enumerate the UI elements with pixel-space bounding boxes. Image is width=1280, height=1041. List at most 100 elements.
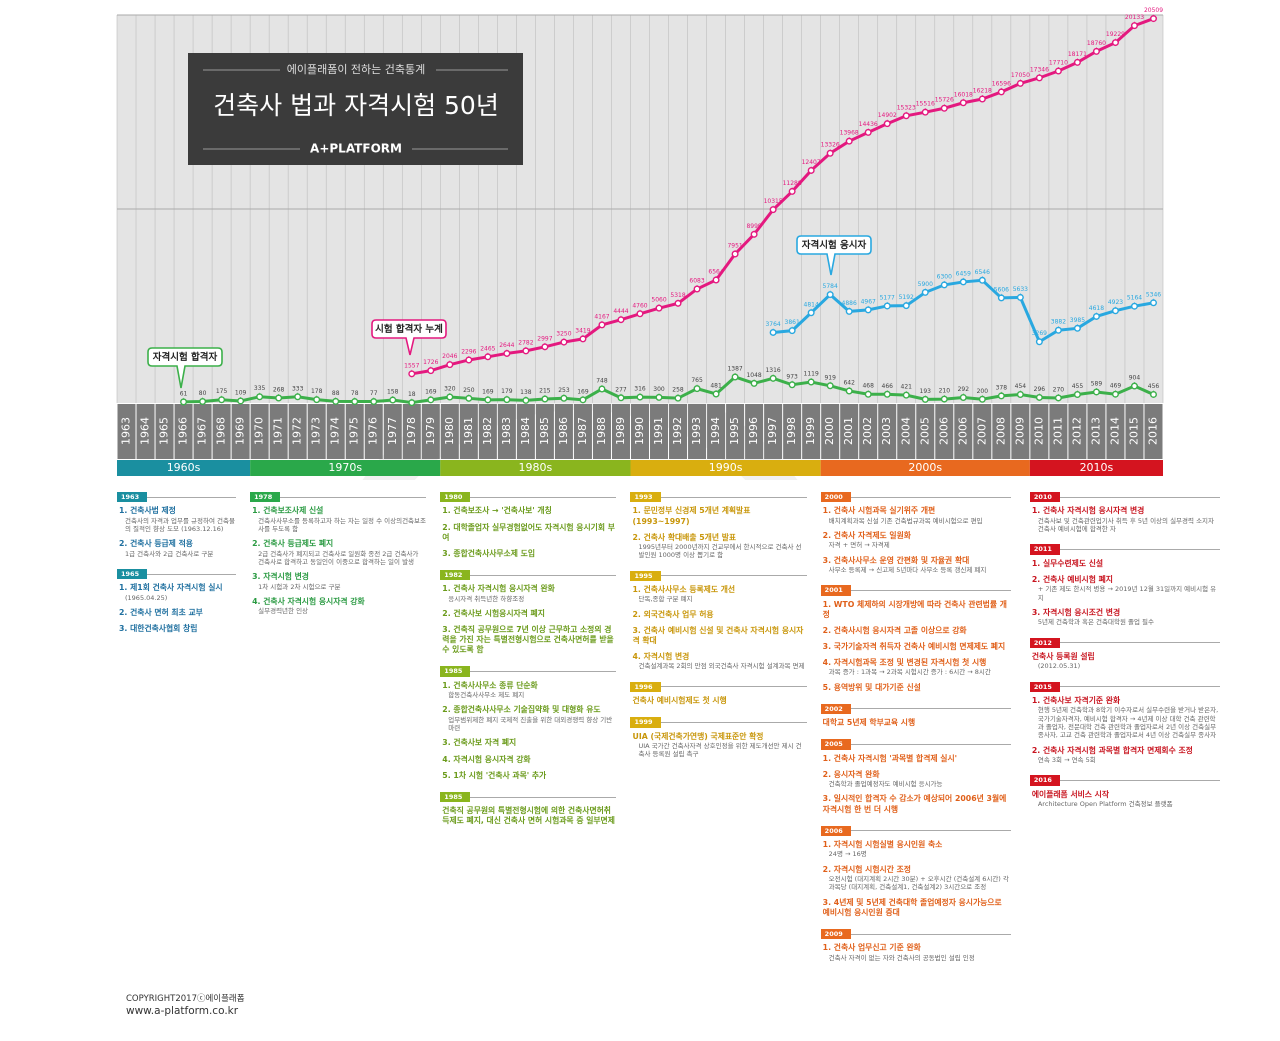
- rule: [850, 830, 1011, 832]
- value-label: 215: [539, 387, 551, 394]
- point: [598, 321, 606, 329]
- year: 1985: [440, 791, 471, 803]
- year-tag: 1978: [250, 492, 427, 503]
- year-box: [136, 404, 155, 459]
- rule: [470, 796, 617, 798]
- decade-label: 1990s: [709, 461, 743, 474]
- point: [807, 166, 815, 174]
- rule: [1059, 780, 1220, 782]
- year-tag: 2010: [1029, 492, 1220, 503]
- timeline-item: 2. 외국건축사 업무 허용: [632, 610, 806, 620]
- item-title: 1. 건축보조사제 신설: [252, 506, 324, 516]
- point: [1073, 390, 1081, 398]
- value-label: 466: [882, 383, 894, 390]
- timeline-item: 2. 건축사 면허 최초 교부: [119, 608, 236, 618]
- value-label: 109: [235, 389, 247, 396]
- year-box: [440, 404, 459, 459]
- timeline-entry: 1980 1. 건축보조사 → '건축사보' 개칭 2. 대학졸업자 실무경험없어도…: [440, 492, 617, 559]
- value-label: 333: [292, 385, 304, 392]
- value-label: 2296: [461, 348, 476, 355]
- year: 2001: [820, 585, 851, 596]
- item-note: 5년제 건축학과 혹은 건축대학원 졸업 필수: [1037, 618, 1154, 627]
- point: [655, 393, 663, 401]
- timeline-item: 1. 건축보조사제 신설 건축사사무소를 등록하고자 하는 자는 일정 수 이상의…: [252, 506, 426, 533]
- point: [731, 250, 739, 258]
- timeline-entry: 1993 1. 문민정부 신경제 5개년 계획발표 (1993~1997) 2. 건…: [630, 492, 807, 560]
- point: [864, 390, 872, 398]
- value-label: 5784: [823, 283, 838, 290]
- legend-label: 시험 합격자 누계: [375, 323, 443, 335]
- brand: A+PLATFORM: [310, 142, 402, 156]
- timeline-item: 1. 건축사보 자격기준 완화 현행 5년제 건축학과 8학기 이수자로서 실무수…: [1032, 696, 1220, 740]
- x-tick-label: 1965: [158, 417, 171, 445]
- item-note: 과목 증가 : 1과목 → 2과목 시험시간 증가 : 6시간 → 8시간: [828, 668, 991, 677]
- item-title: 2. 건축사 등급제도 폐지: [252, 539, 334, 549]
- rule: [660, 496, 807, 498]
- x-tick-label: 2012: [1070, 417, 1083, 445]
- value-label: 3861: [785, 319, 800, 326]
- callout-box: [147, 347, 223, 389]
- decade-label: 1970s: [328, 461, 362, 474]
- value-label: 378: [996, 384, 1008, 391]
- year-box: [1144, 404, 1163, 459]
- value-label: 17346: [1030, 66, 1049, 73]
- timeline-entry: 1965 1. 제1회 건축사 자격시험 실시 (1965.04.25) 2. 건축사…: [117, 569, 237, 634]
- value-label: 4167: [594, 313, 609, 320]
- point: [655, 304, 663, 312]
- item-note: 응시자격 취득년한 하향조정: [448, 594, 525, 603]
- point: [674, 394, 682, 402]
- year-tag: 1995: [630, 570, 807, 582]
- point: [465, 394, 473, 402]
- value-label: 5177: [880, 294, 895, 301]
- point: [1035, 393, 1043, 401]
- timeline-item: 건축사 등록원 설립 (2012.05.31): [1032, 652, 1220, 671]
- item-title: 3. 4년제 및 5년제 건축대학 졸업예정자 응시가능으로 예비시험 응시인원…: [822, 897, 1002, 917]
- item-title: 3. 일시적인 합격자 수 감소가 예상되어 2006년 3월에 자격시험 한 …: [822, 794, 1007, 814]
- timeline-item: 1. 자격시험 시험실별 응시인원 축소 24명 → 16명: [823, 840, 1011, 859]
- timeline-item: 4. 자격시험 변경 건축설계과목 2회의 만점 외국건축사 자격시험 설계과목 …: [632, 652, 806, 671]
- year-tag: 1980: [440, 492, 617, 503]
- kicker: 에이플래폼이 전하는 건축통계: [287, 62, 426, 76]
- timeline-item: 2. 건축사 확대배출 5개년 발표 1995년부터 2000년까지 건교부에서 …: [632, 533, 806, 560]
- point: [503, 396, 511, 404]
- timeline-item: 3. 국가기술자격 취득자 건축사 예비시험 면제제도 폐지: [823, 642, 1011, 652]
- x-tick-label: 2004: [899, 417, 912, 445]
- x-tick-label: 1993: [690, 417, 703, 445]
- timeline-item: 5. 1차 시험 '건축사 과목' 추가: [442, 771, 616, 781]
- value-label: 2465: [480, 345, 495, 352]
- value-label: 7951: [727, 242, 742, 249]
- item-note: Architecture Open Platform 건축정보 플랫폼: [1037, 800, 1173, 808]
- item-title: 2. 자격시험 시험시간 조정: [822, 864, 911, 874]
- value-label: 3269: [1032, 330, 1047, 337]
- year-tag: 1999: [630, 717, 807, 728]
- item-title: 1. WTO 체제하의 시장개방에 따라 건축사 관련법률 개정: [822, 599, 1007, 619]
- callout-box: [371, 319, 447, 356]
- timeline-column: 2010 1. 건축사 자격시험 응시자격 변경 건축사보 및 건축관련업기사 취득…: [1029, 492, 1220, 819]
- timeline-item: 1. 건축사 자격시험 '과목별 합격제 실시': [823, 754, 1011, 764]
- point: [712, 390, 720, 398]
- timeline-entry: 2001 1. WTO 체제하의 시장개방에 따라 건축사 관련법률 개정 2. 건…: [820, 585, 1011, 693]
- url: www.a-platform.co.kr: [126, 1005, 239, 1017]
- year-box: [250, 404, 269, 459]
- value-label: 13968: [840, 130, 859, 137]
- value-label: 17050: [1011, 72, 1030, 79]
- year-box: [650, 404, 669, 459]
- point: [446, 393, 454, 401]
- value-label: 335: [254, 385, 266, 392]
- point: [845, 307, 853, 315]
- item-title: 1. 건축사 자격시험 응시자격 변경: [1031, 506, 1145, 516]
- value-label: 13326: [821, 142, 840, 149]
- decade-band: [250, 460, 441, 476]
- value-label: 1387: [727, 366, 742, 373]
- x-tick-label: 2010: [1032, 417, 1045, 445]
- year: 1999: [630, 717, 661, 728]
- timeline-item: 1. 제1회 건축사 자격시험 실시 (1965.04.25): [119, 583, 236, 602]
- timeline-entry: 1978 1. 건축보조사제 신설 건축사사무소를 등록하고자 하는 자는 일정 수…: [250, 492, 427, 616]
- timeline-item: UIA (국제건축가연맹) 국제표준안 확정 UIA 국가간 건축사자격 상호인정…: [632, 732, 806, 759]
- x-tick-label: 1986: [557, 417, 570, 445]
- item-note: 오전시험 (대지계획 2시간 30분) + 오후시간 (건축설계 6시간) 각 …: [828, 874, 1009, 892]
- point: [579, 396, 587, 404]
- point: [788, 327, 796, 335]
- point: [693, 385, 701, 393]
- value-label: 6459: [956, 270, 971, 277]
